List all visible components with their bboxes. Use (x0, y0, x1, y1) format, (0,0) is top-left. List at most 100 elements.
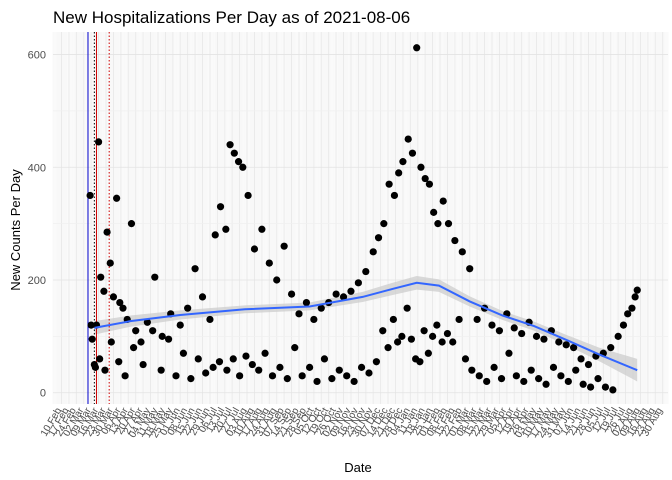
data-point (127, 220, 136, 228)
chart-title: New Hospitalizations Per Day as of 2021-… (53, 8, 410, 27)
data-point (328, 375, 336, 383)
data-point (172, 372, 180, 380)
data-point (421, 174, 429, 183)
data-point (475, 372, 483, 380)
data-point (609, 386, 617, 394)
data-point (372, 358, 381, 366)
data-point (542, 380, 550, 388)
data-point (202, 369, 210, 377)
data-point (417, 163, 425, 171)
data-point (216, 203, 225, 211)
data-point (399, 158, 407, 166)
data-point (119, 304, 127, 312)
data-point (209, 363, 217, 371)
data-point (223, 366, 231, 374)
data-point (109, 293, 118, 301)
data-point (483, 377, 491, 386)
data-point (236, 372, 244, 380)
data-point (339, 293, 348, 301)
data-point (320, 355, 329, 363)
data-point (505, 349, 513, 357)
data-point (532, 332, 541, 340)
data-point (540, 335, 548, 343)
data-point (430, 208, 438, 216)
data-point (343, 372, 351, 380)
data-point (115, 358, 123, 366)
data-point (306, 363, 314, 371)
data-point (187, 375, 195, 383)
data-point (579, 380, 587, 388)
y-tick-label: 0 (40, 388, 46, 400)
data-point (100, 287, 108, 295)
data-point (239, 163, 247, 171)
data-point (280, 242, 288, 250)
data-point (137, 338, 145, 346)
data-point (439, 197, 447, 205)
data-point (416, 358, 424, 366)
data-point (512, 372, 520, 380)
data-point (106, 259, 114, 267)
data-point (244, 191, 252, 200)
data-point (549, 363, 558, 371)
data-point (335, 366, 343, 374)
data-point (291, 344, 299, 352)
data-point (116, 298, 124, 307)
data-point (438, 338, 446, 346)
data-point (94, 138, 103, 146)
data-point (434, 220, 442, 228)
data-point (129, 344, 138, 352)
data-point (535, 375, 543, 383)
data-point (384, 344, 392, 352)
data-point (407, 335, 415, 343)
data-point (357, 363, 366, 371)
data-point (158, 332, 166, 340)
data-point (191, 265, 199, 273)
y-axis-title: New Counts Per Day (8, 169, 23, 291)
trend-line-path (94, 281, 638, 372)
data-point (562, 341, 570, 349)
data-point (633, 286, 641, 294)
trend-line (94, 281, 638, 372)
data-point (385, 180, 393, 188)
data-point (234, 158, 243, 166)
data-point (157, 366, 165, 374)
data-point (283, 375, 291, 383)
data-point (390, 191, 399, 200)
data-point (527, 366, 535, 374)
data-point (369, 248, 377, 256)
data-point (461, 355, 470, 363)
grid (52, 32, 669, 404)
data-point (586, 383, 595, 391)
data-point (265, 259, 273, 267)
data-point (451, 236, 459, 245)
data-point (403, 304, 411, 312)
data-point (113, 194, 121, 202)
data-point (179, 349, 188, 357)
data-point (101, 366, 109, 374)
x-axis-title: Date (344, 460, 371, 475)
data-point (420, 327, 428, 335)
data-point (495, 327, 504, 335)
data-point (88, 335, 96, 343)
data-point (577, 355, 585, 363)
data-point (332, 290, 340, 298)
data-point (362, 267, 370, 276)
data-point (449, 338, 457, 346)
data-point (564, 377, 572, 386)
data-point (510, 324, 518, 332)
data-point (570, 344, 578, 352)
y-tick-label: 200 (28, 275, 46, 287)
data-point (424, 349, 432, 357)
data-point (302, 298, 311, 307)
data-point (103, 228, 111, 236)
data-point (107, 338, 115, 346)
y-tick-label: 600 (28, 50, 46, 62)
data-point (151, 273, 159, 281)
data-point (455, 315, 463, 324)
data-point (443, 329, 452, 338)
data-point (425, 180, 434, 188)
data-point (619, 321, 628, 329)
data-point (601, 383, 610, 391)
data-point (91, 363, 100, 371)
